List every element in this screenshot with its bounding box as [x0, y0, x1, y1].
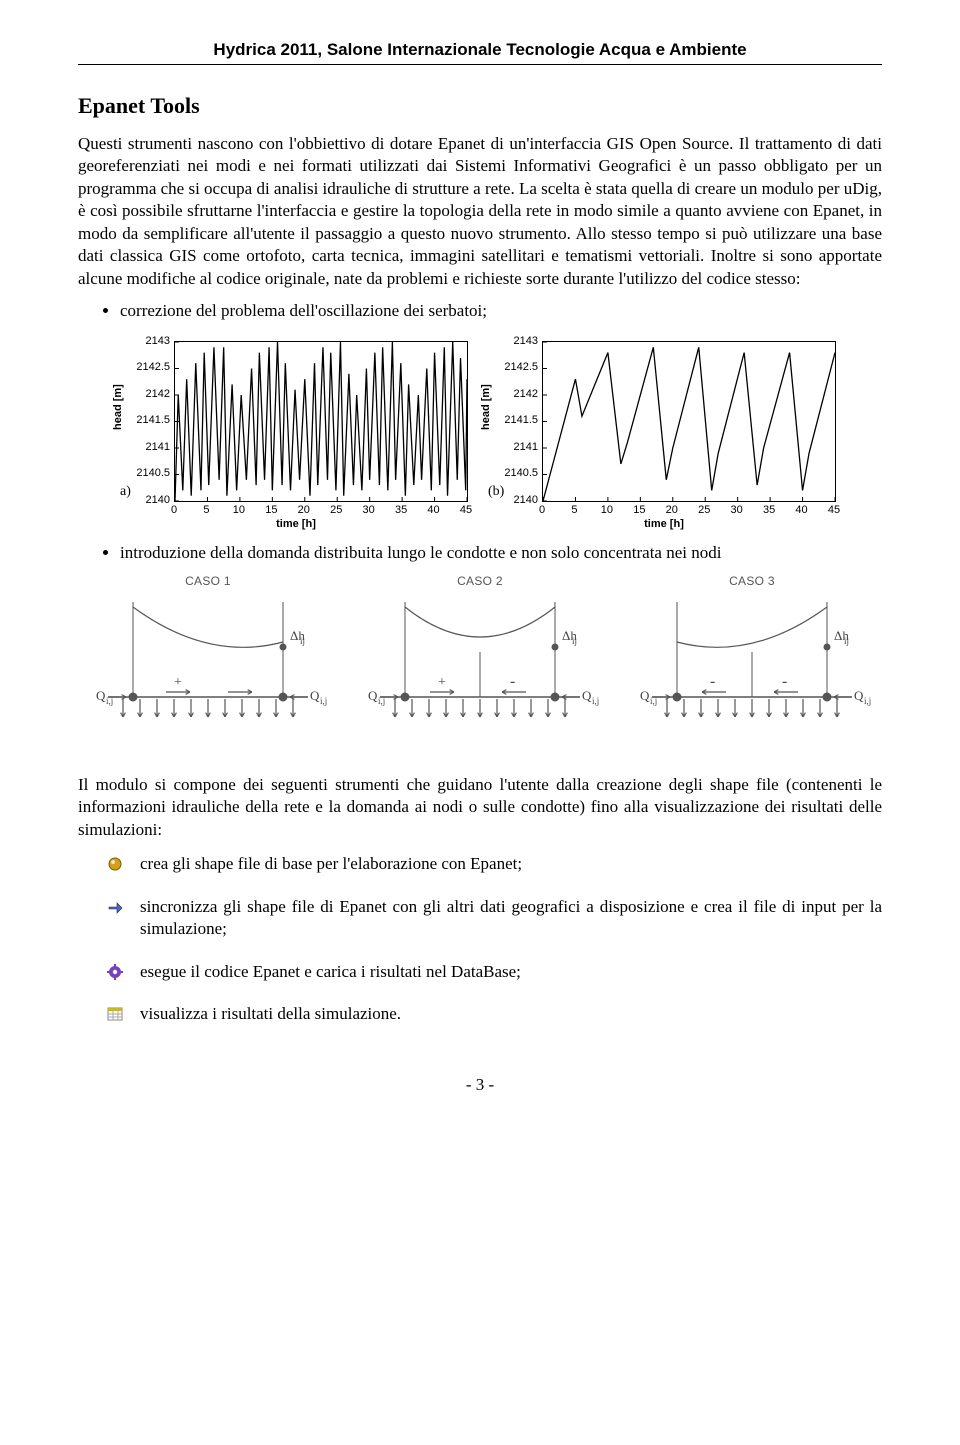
bullet-domanda-distribuita: introduzione della domanda distribuita l…	[120, 542, 882, 564]
tool-item-3: visualizza i risultati della simulazione…	[106, 1003, 882, 1025]
tool-icon	[106, 1005, 124, 1023]
xtick: 0	[171, 504, 177, 516]
xtick: 45	[828, 504, 840, 516]
xtick: 35	[395, 504, 407, 516]
svg-text:+: +	[438, 675, 446, 690]
xtick: 20	[666, 504, 678, 516]
tool-item-text: esegue il codice Epanet e carica i risul…	[140, 962, 521, 981]
svg-text:Q: Q	[640, 688, 650, 703]
cases-figures: CASO 1 ΔhijQi,jQi,j+ CASO 2 ΔhijQi,jQi,j…	[78, 574, 882, 752]
svg-text:-: -	[710, 673, 715, 690]
bullet-correzione: correzione del problema dell'oscillazion…	[120, 300, 882, 322]
svg-text:+: +	[174, 675, 182, 690]
ytick: 2141	[484, 441, 538, 453]
intro-paragraph: Questi strumenti nascono con l'obbiettiv…	[78, 133, 882, 290]
tools-list: crea gli shape file di base per l'elabor…	[78, 853, 882, 1025]
xtick: 25	[330, 504, 342, 516]
tool-item-2: esegue il codice Epanet e carica i risul…	[106, 961, 882, 983]
xtick: 0	[539, 504, 545, 516]
chart-b-xlabel: time [h]	[644, 518, 684, 530]
xtick: 15	[265, 504, 277, 516]
ytick: 2141.5	[484, 414, 538, 426]
xtick: 10	[233, 504, 245, 516]
xtick: 45	[460, 504, 472, 516]
xtick: 35	[763, 504, 775, 516]
xtick: 25	[698, 504, 710, 516]
page-number: - 3 -	[78, 1075, 882, 1095]
ytick: 2141.5	[116, 414, 170, 426]
oscillation-charts: head [m] time [h] a) 21432142.521422141.…	[78, 333, 882, 528]
svg-text:Q: Q	[582, 688, 592, 703]
svg-text:i,j: i,j	[864, 696, 871, 706]
svg-text:-: -	[510, 673, 515, 690]
xtick: 30	[363, 504, 375, 516]
xtick: 5	[203, 504, 209, 516]
svg-text:ij: ij	[572, 636, 577, 646]
svg-text:Q: Q	[368, 688, 378, 703]
ytick: 2142.5	[116, 361, 170, 373]
tool-icon	[106, 963, 124, 981]
ytick: 2141	[116, 441, 170, 453]
ytick: 2143	[116, 335, 170, 347]
xtick: 5	[571, 504, 577, 516]
xtick: 40	[427, 504, 439, 516]
ytick: 2140.5	[484, 467, 538, 479]
svg-text:-: -	[782, 673, 787, 690]
ytick: 2142.5	[484, 361, 538, 373]
xtick: 10	[601, 504, 613, 516]
svg-text:i,j: i,j	[320, 696, 327, 706]
case-3: CASO 3 ΔhijQi,jQi,j--	[622, 574, 882, 752]
chart-a: head [m] time [h] a) 21432142.521422141.…	[116, 333, 476, 528]
tool-item-text: visualizza i risultati della simulazione…	[140, 1004, 401, 1023]
case-2-title: CASO 2	[350, 574, 610, 588]
svg-text:Q: Q	[854, 688, 864, 703]
tool-item-text: crea gli shape file di base per l'elabor…	[140, 854, 522, 873]
ytick: 2143	[484, 335, 538, 347]
tool-icon	[106, 898, 124, 916]
ytick: 2142	[484, 388, 538, 400]
xtick: 30	[731, 504, 743, 516]
ytick: 2140	[484, 494, 538, 506]
xtick: 15	[633, 504, 645, 516]
case-1: CASO 1 ΔhijQi,jQi,j+	[78, 574, 338, 752]
chart-a-xlabel: time [h]	[276, 518, 316, 530]
page-header: Hydrica 2011, Salone Internazionale Tecn…	[78, 40, 882, 65]
module-paragraph: Il modulo si compone dei seguenti strume…	[78, 774, 882, 841]
svg-text:ij: ij	[844, 636, 849, 646]
xtick: 20	[298, 504, 310, 516]
ytick: 2142	[116, 388, 170, 400]
svg-text:i,j: i,j	[592, 696, 599, 706]
tool-item-1: sincronizza gli shape file di Epanet con…	[106, 896, 882, 941]
xtick: 40	[795, 504, 807, 516]
case-3-title: CASO 3	[622, 574, 882, 588]
chart-b: head [m] time [h] (b) 21432142.521422141…	[484, 333, 844, 528]
case-1-title: CASO 1	[78, 574, 338, 588]
tool-icon	[106, 855, 124, 873]
ytick: 2140	[116, 494, 170, 506]
tool-item-0: crea gli shape file di base per l'elabor…	[106, 853, 882, 875]
svg-text:Q: Q	[96, 688, 106, 703]
tool-item-text: sincronizza gli shape file di Epanet con…	[140, 897, 882, 938]
ytick: 2140.5	[116, 467, 170, 479]
svg-text:Q: Q	[310, 688, 320, 703]
case-2: CASO 2 ΔhijQi,jQi,j+-	[350, 574, 610, 752]
section-title: Epanet Tools	[78, 93, 882, 119]
svg-text:ij: ij	[300, 636, 305, 646]
